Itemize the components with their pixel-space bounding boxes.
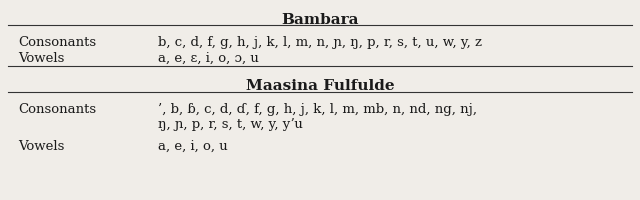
Text: b, c, d, f, g, h, j, k, l, m, n, ɲ, ŋ, p, r, s, t, u, w, y, z: b, c, d, f, g, h, j, k, l, m, n, ɲ, ŋ, p… <box>158 36 482 49</box>
Text: Vowels: Vowels <box>18 139 65 152</box>
Text: Consonants: Consonants <box>18 102 96 115</box>
Text: Vowels: Vowels <box>18 52 65 65</box>
Text: a, e, ɛ, i, o, ɔ, u: a, e, ɛ, i, o, ɔ, u <box>158 52 259 65</box>
Text: Maasina Fulfulde: Maasina Fulfulde <box>246 79 394 93</box>
Text: ’, b, ɓ, c, d, ɗ, f, g, h, j, k, l, m, mb, n, nd, ng, nj,: ’, b, ɓ, c, d, ɗ, f, g, h, j, k, l, m, m… <box>158 102 477 115</box>
Text: Bambara: Bambara <box>281 13 359 27</box>
Text: ŋ, ɲ, p, r, s, t, w, y, yʼu: ŋ, ɲ, p, r, s, t, w, y, yʼu <box>158 117 303 130</box>
Text: Consonants: Consonants <box>18 36 96 49</box>
Text: a, e, i, o, u: a, e, i, o, u <box>158 139 228 152</box>
